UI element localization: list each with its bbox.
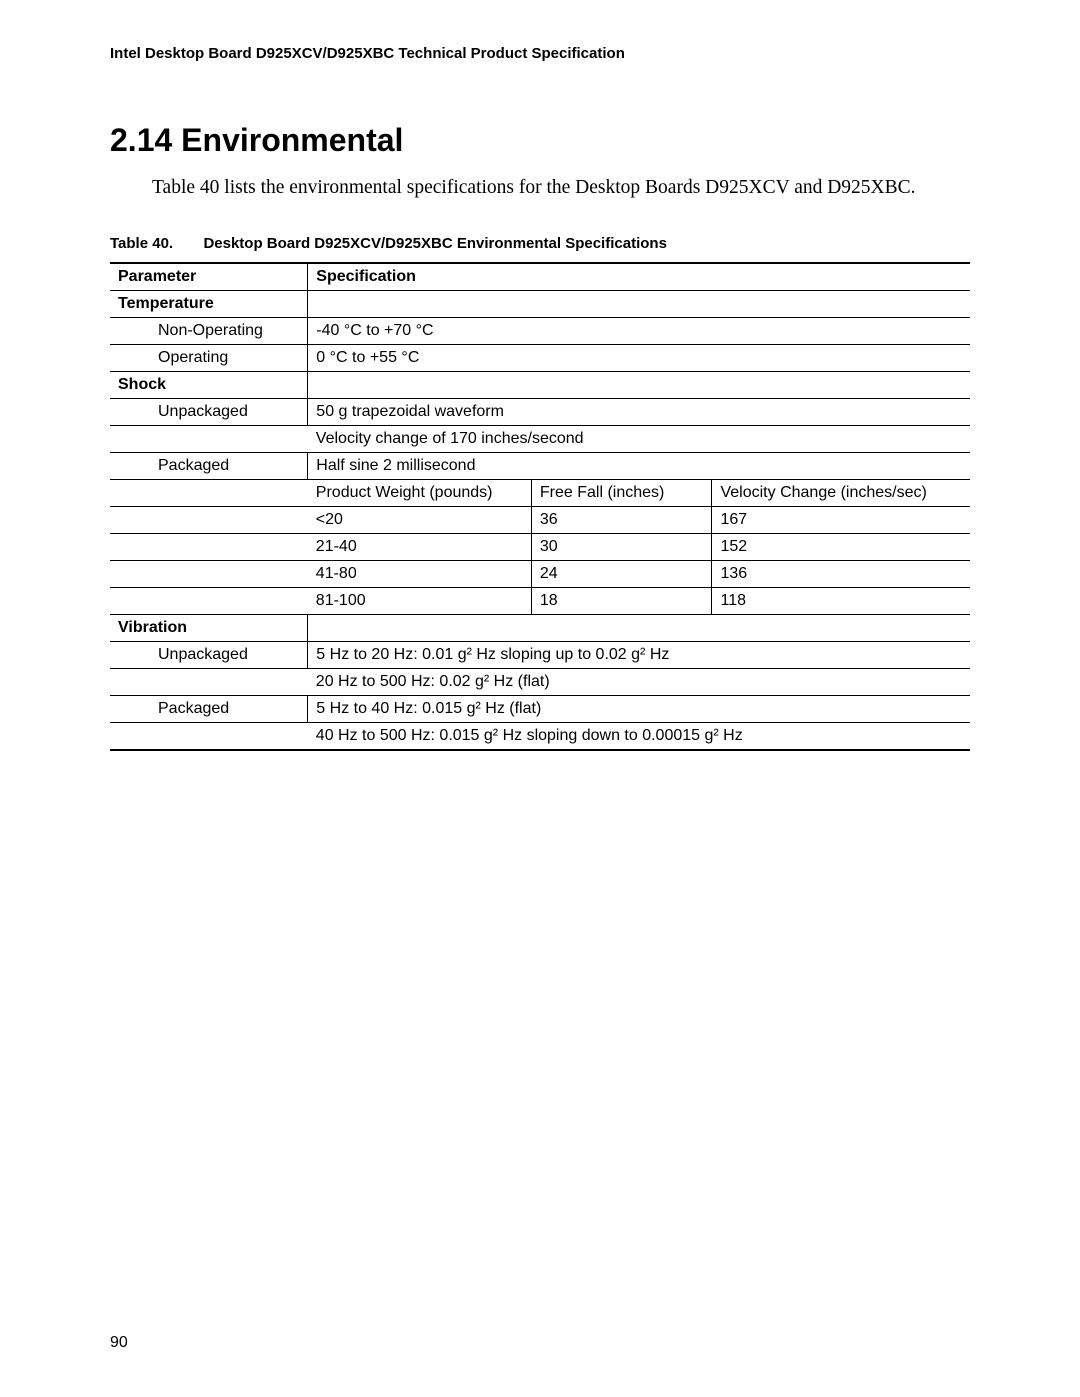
- shock-subcol-weight: Product Weight (pounds): [308, 480, 532, 507]
- shock-weight: 21-40: [308, 534, 532, 561]
- empty-cell: [110, 723, 308, 751]
- temperature-section-row: Temperature: [110, 291, 970, 318]
- empty-cell: [110, 534, 308, 561]
- shock-unpackaged-value2: Velocity change of 170 inches/second: [308, 426, 970, 453]
- empty-cell: [110, 507, 308, 534]
- vib-unpackaged-value2: 20 Hz to 500 Hz: 0.02 g² Hz (flat): [308, 669, 970, 696]
- table-row: 41-80 24 136: [110, 561, 970, 588]
- table-caption-title: Desktop Board D925XCV/D925XBC Environmen…: [203, 235, 666, 252]
- shock-packaged-label: Packaged: [110, 453, 308, 480]
- shock-velocity: 136: [712, 561, 970, 588]
- shock-unpackaged-value1: 50 g trapezoidal waveform: [308, 399, 970, 426]
- shock-freefall: 18: [531, 588, 712, 615]
- vib-packaged-label: Packaged: [110, 696, 308, 723]
- vibration-section-row: Vibration: [110, 615, 970, 642]
- shock-label: Shock: [110, 372, 308, 399]
- shock-freefall: 24: [531, 561, 712, 588]
- table-row: Unpackaged 5 Hz to 20 Hz: 0.01 g² Hz slo…: [110, 642, 970, 669]
- temperature-label: Temperature: [110, 291, 308, 318]
- shock-subcol-velocity: Velocity Change (inches/sec): [712, 480, 970, 507]
- temp-op-label: Operating: [110, 345, 308, 372]
- empty-cell: [110, 426, 308, 453]
- shock-weight: 41-80: [308, 561, 532, 588]
- shock-weight: <20: [308, 507, 532, 534]
- temp-op-value: 0 °C to +55 °C: [308, 345, 970, 372]
- empty-cell: [308, 615, 970, 642]
- table-row: Packaged Half sine 2 millisecond: [110, 453, 970, 480]
- table-caption: Table 40. Desktop Board D925XCV/D925XBC …: [110, 235, 970, 252]
- vib-unpackaged-label: Unpackaged: [110, 642, 308, 669]
- table-row: 81-100 18 118: [110, 588, 970, 615]
- empty-cell: [308, 291, 970, 318]
- shock-subheader-row: Product Weight (pounds) Free Fall (inche…: [110, 480, 970, 507]
- table-row: <20 36 167: [110, 507, 970, 534]
- vib-packaged-value1: 5 Hz to 40 Hz: 0.015 g² Hz (flat): [308, 696, 970, 723]
- shock-velocity: 167: [712, 507, 970, 534]
- document-header: Intel Desktop Board D925XCV/D925XBC Tech…: [110, 45, 970, 62]
- vib-unpackaged-value1: 5 Hz to 20 Hz: 0.01 g² Hz sloping up to …: [308, 642, 970, 669]
- vib-packaged-value2: 40 Hz to 500 Hz: 0.015 g² Hz sloping dow…: [308, 723, 970, 751]
- shock-velocity: 118: [712, 588, 970, 615]
- temp-nonop-label: Non-Operating: [110, 318, 308, 345]
- shock-unpackaged-label: Unpackaged: [110, 399, 308, 426]
- empty-cell: [110, 480, 308, 507]
- col-parameter: Parameter: [110, 263, 308, 291]
- shock-section-row: Shock: [110, 372, 970, 399]
- table-row: Operating 0 °C to +55 °C: [110, 345, 970, 372]
- section-heading: 2.14 Environmental: [110, 122, 970, 159]
- temp-nonop-value: -40 °C to +70 °C: [308, 318, 970, 345]
- table-row: 21-40 30 152: [110, 534, 970, 561]
- empty-cell: [110, 669, 308, 696]
- empty-cell: [110, 561, 308, 588]
- table-header-row: Parameter Specification: [110, 263, 970, 291]
- table-row: 40 Hz to 500 Hz: 0.015 g² Hz sloping dow…: [110, 723, 970, 751]
- table-row: Velocity change of 170 inches/second: [110, 426, 970, 453]
- shock-velocity: 152: [712, 534, 970, 561]
- col-specification: Specification: [308, 263, 970, 291]
- table-caption-label: Table 40.: [110, 235, 173, 252]
- shock-freefall: 36: [531, 507, 712, 534]
- table-row: Unpackaged 50 g trapezoidal waveform: [110, 399, 970, 426]
- table-row: 20 Hz to 500 Hz: 0.02 g² Hz (flat): [110, 669, 970, 696]
- shock-weight: 81-100: [308, 588, 532, 615]
- table-row: Packaged 5 Hz to 40 Hz: 0.015 g² Hz (fla…: [110, 696, 970, 723]
- table-row: Non-Operating -40 °C to +70 °C: [110, 318, 970, 345]
- vibration-label: Vibration: [110, 615, 308, 642]
- page-number: 90: [110, 1334, 128, 1352]
- shock-subcol-freefall: Free Fall (inches): [531, 480, 712, 507]
- intro-paragraph: Table 40 lists the environmental specifi…: [152, 177, 970, 199]
- environmental-spec-table: Parameter Specification Temperature Non-…: [110, 262, 970, 751]
- empty-cell: [308, 372, 970, 399]
- shock-freefall: 30: [531, 534, 712, 561]
- empty-cell: [110, 588, 308, 615]
- shock-packaged-header: Half sine 2 millisecond: [308, 453, 970, 480]
